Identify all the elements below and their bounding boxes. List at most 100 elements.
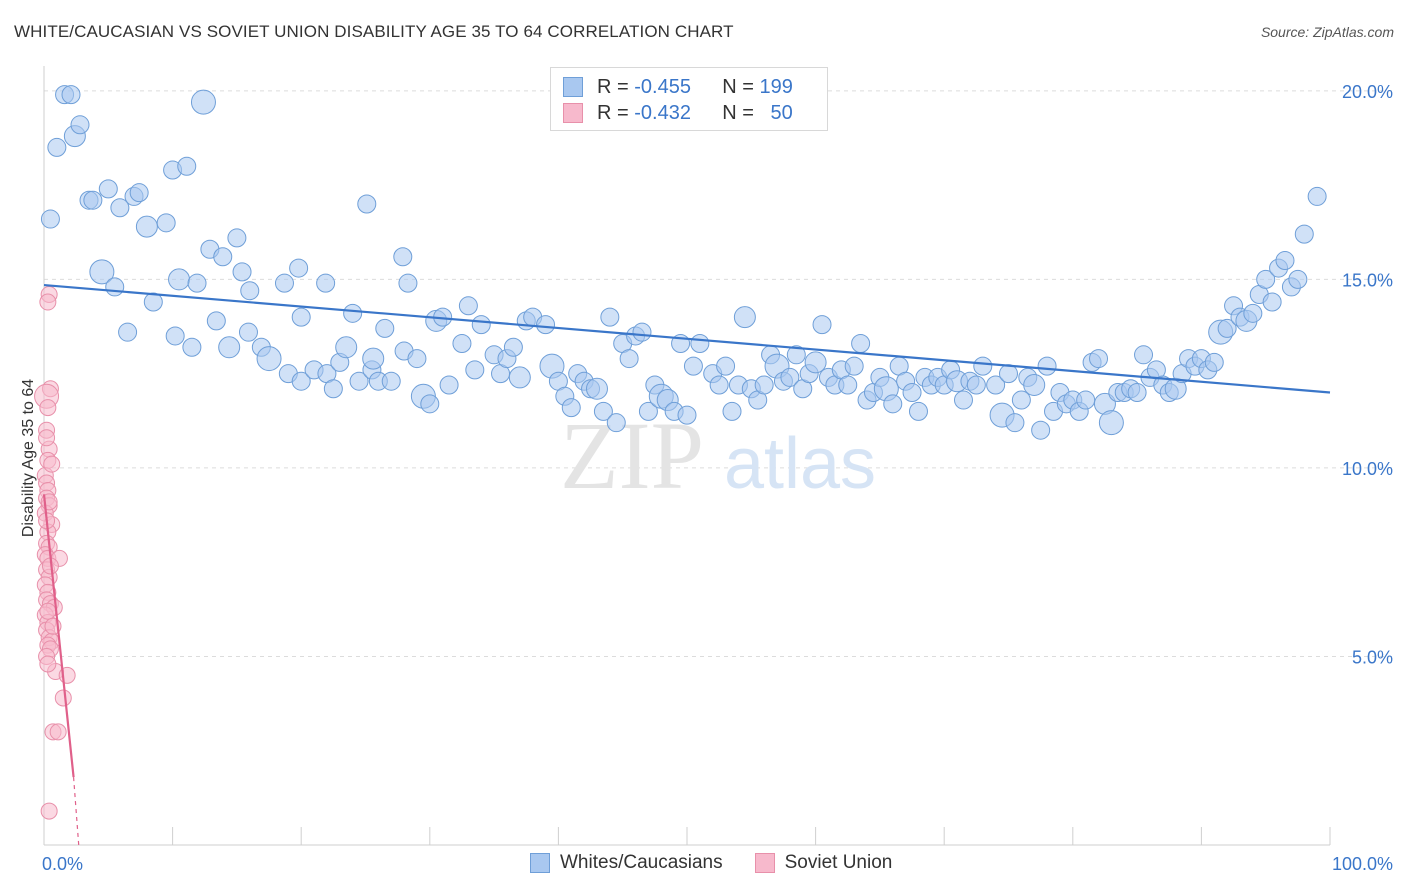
trend-line-whites xyxy=(43,283,1331,394)
tick-labels: 5.0% 10.0% 15.0% 20.0% 0.0% 100.0% xyxy=(42,82,1393,874)
point-whites xyxy=(1307,186,1327,206)
point-whites xyxy=(227,228,247,248)
point-whites xyxy=(804,351,827,374)
x-tick-label: 100.0% xyxy=(1332,854,1393,874)
n-label: N = xyxy=(722,75,754,98)
point-whites xyxy=(1098,410,1124,436)
point-whites xyxy=(1011,390,1031,410)
point-whites xyxy=(177,156,197,176)
point-whites xyxy=(129,183,149,203)
watermark-atlas: atlas xyxy=(724,424,876,504)
point-whites xyxy=(1134,345,1154,365)
point-whites xyxy=(357,194,377,214)
point-whites xyxy=(999,364,1018,384)
point-whites xyxy=(206,311,226,331)
point-whites xyxy=(40,209,60,229)
point-whites xyxy=(256,346,282,372)
point-whites xyxy=(683,356,703,376)
legend-item-soviet[interactable]: Soviet Union xyxy=(754,852,893,874)
point-whites xyxy=(561,398,581,418)
point-whites xyxy=(135,215,158,238)
point-soviet xyxy=(39,293,57,311)
point-whites xyxy=(503,337,523,357)
point-whites xyxy=(1262,292,1282,312)
point-whites xyxy=(213,247,233,267)
point-whites xyxy=(381,371,401,391)
point-whites xyxy=(966,375,986,395)
stats-swatch-soviet xyxy=(563,103,583,123)
point-whites xyxy=(98,179,118,199)
point-whites xyxy=(375,318,395,338)
point-whites xyxy=(593,401,613,421)
point-soviet xyxy=(39,655,57,673)
point-whites xyxy=(289,258,309,278)
point-whites xyxy=(1089,349,1109,369)
point-soviet xyxy=(49,723,67,741)
trend-lines xyxy=(42,283,1331,846)
point-whites xyxy=(238,322,258,342)
point-whites xyxy=(452,333,472,353)
point-whites xyxy=(1031,420,1051,440)
r-value: -0.432 xyxy=(634,101,691,124)
legend-label-whites: Whites/Caucasians xyxy=(560,852,723,873)
legend-item-whites[interactable]: Whites/Caucasians xyxy=(530,852,723,874)
point-whites xyxy=(722,401,742,421)
point-whites xyxy=(61,85,81,105)
point-whites xyxy=(1037,356,1057,376)
point-whites xyxy=(1005,413,1025,433)
point-whites xyxy=(780,367,800,387)
point-whites xyxy=(1275,251,1295,271)
point-soviet xyxy=(39,399,57,417)
point-whites xyxy=(232,262,252,282)
point-whites xyxy=(716,356,736,376)
y-tick-label: 5.0% xyxy=(1352,647,1393,667)
point-whites xyxy=(754,375,774,395)
point-whites xyxy=(1243,303,1263,323)
point-whites xyxy=(536,315,556,335)
point-whites xyxy=(851,333,871,353)
point-whites xyxy=(1256,269,1276,289)
r-value: -0.455 xyxy=(634,75,691,98)
legend-label-soviet: Soviet Union xyxy=(784,852,893,873)
point-whites xyxy=(883,394,903,414)
point-whites xyxy=(291,371,311,391)
x-tick-label: 0.0% xyxy=(42,854,83,874)
point-whites xyxy=(105,277,125,297)
point-whites xyxy=(1217,318,1237,338)
chart-title: WHITE/CAUCASIAN VS SOVIET UNION DISABILI… xyxy=(14,22,734,41)
point-whites xyxy=(187,273,207,293)
point-whites xyxy=(1294,224,1314,244)
point-whites xyxy=(908,401,928,421)
point-whites xyxy=(973,356,993,376)
point-whites xyxy=(89,259,115,285)
point-whites xyxy=(812,315,832,335)
grid-lines xyxy=(44,90,1392,657)
point-whites xyxy=(1023,373,1046,396)
point-whites xyxy=(690,333,710,353)
point-whites xyxy=(786,345,806,365)
y-tick-label: 20.0% xyxy=(1342,82,1393,102)
point-whites xyxy=(638,401,658,421)
point-whites xyxy=(323,379,343,399)
point-whites xyxy=(585,377,608,400)
point-whites xyxy=(420,394,440,414)
point-whites xyxy=(362,347,385,370)
point-whites xyxy=(47,137,67,157)
legend: Whites/Caucasians Soviet Union xyxy=(530,852,924,874)
point-whites xyxy=(349,371,369,391)
r-label: R = xyxy=(597,75,629,98)
series-soviet-union xyxy=(34,285,76,820)
y-tick-label: 15.0% xyxy=(1342,270,1393,290)
n-value: 199 xyxy=(759,75,793,98)
point-whites xyxy=(110,198,130,218)
point-soviet xyxy=(39,602,57,620)
point-whites xyxy=(600,307,620,327)
point-whites xyxy=(190,89,216,115)
point-whites xyxy=(407,349,427,369)
point-soviet xyxy=(54,689,72,707)
point-soviet xyxy=(40,802,58,820)
point-whites xyxy=(118,322,138,342)
point-whites xyxy=(165,326,185,346)
point-whites xyxy=(143,292,163,312)
